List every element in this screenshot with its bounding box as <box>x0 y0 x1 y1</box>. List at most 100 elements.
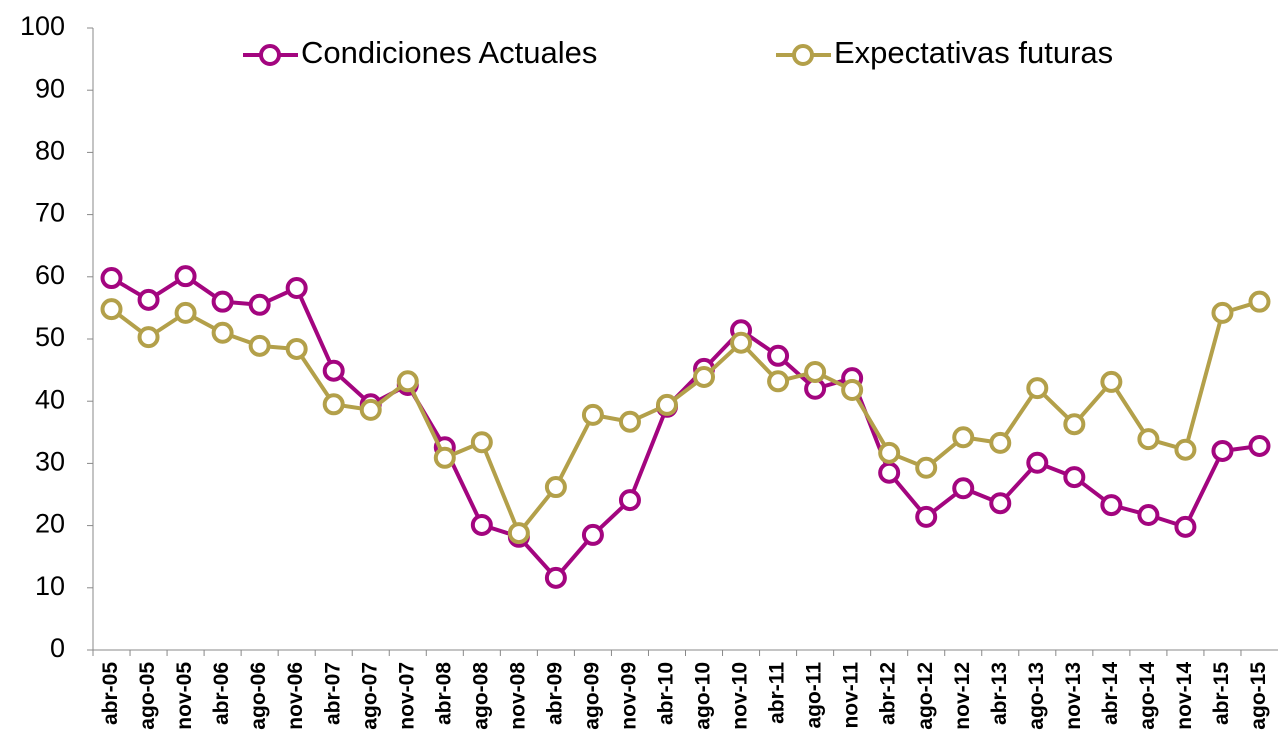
point <box>544 476 567 499</box>
point <box>618 410 641 433</box>
point <box>581 403 604 426</box>
y-tick-label: 70 <box>35 198 65 228</box>
point <box>1063 466 1086 489</box>
x-tick-label: ago-15 <box>1247 662 1270 730</box>
x-tick-label: nov-05 <box>173 662 196 730</box>
point <box>1100 494 1123 517</box>
y-tick-label: 50 <box>35 322 65 352</box>
y-tick-label: 80 <box>35 136 65 166</box>
x-tick-label: abr-07 <box>321 662 344 725</box>
point <box>618 489 641 512</box>
x-tick-label: ago-10 <box>692 662 715 730</box>
point <box>1174 438 1197 461</box>
x-tick-label: abr-10 <box>655 662 678 725</box>
x-tick-label: abr-09 <box>543 662 566 725</box>
point <box>1100 370 1123 393</box>
x-tick-label: ago-09 <box>580 662 603 730</box>
legend-marker <box>792 44 814 66</box>
point <box>767 344 790 367</box>
x-tick-label: abr-13 <box>988 662 1011 725</box>
series-line <box>110 274 1260 580</box>
point <box>1211 301 1234 324</box>
point <box>100 267 123 290</box>
x-tick-label: nov-10 <box>729 662 752 730</box>
point <box>211 321 234 344</box>
point <box>804 360 827 383</box>
point <box>470 513 493 536</box>
legend-label: Condiciones Actuales <box>301 35 597 70</box>
point <box>1248 434 1271 457</box>
x-tick-label: nov-13 <box>1062 662 1085 730</box>
point <box>248 334 271 357</box>
point <box>952 477 975 500</box>
point <box>655 393 678 416</box>
legend-marker <box>259 44 281 66</box>
point <box>322 393 345 416</box>
point <box>915 505 938 528</box>
legend-label: Expectativas futuras <box>834 35 1113 70</box>
point <box>285 276 308 299</box>
point <box>989 492 1012 515</box>
point <box>1211 439 1234 462</box>
point <box>507 522 530 545</box>
x-tick-label: nov-06 <box>284 662 307 730</box>
point <box>1248 290 1271 313</box>
y-tick-label: 30 <box>35 447 65 477</box>
point <box>952 426 975 449</box>
point <box>248 293 271 316</box>
series-line <box>110 299 1261 536</box>
point <box>174 265 197 288</box>
x-tick-label: nov-08 <box>506 662 529 730</box>
x-tick-label: nov-09 <box>618 662 641 730</box>
point <box>989 431 1012 454</box>
point <box>767 370 790 393</box>
x-tick-label: nov-11 <box>840 662 863 729</box>
point <box>730 331 753 354</box>
x-tick-label: nov-07 <box>395 662 418 730</box>
point <box>285 337 308 360</box>
point <box>693 365 716 388</box>
x-tick-label: ago-11 <box>803 662 826 729</box>
x-tick-label: abr-11 <box>766 662 789 724</box>
x-tick-label: ago-12 <box>914 662 937 730</box>
y-tick-label: 0 <box>50 633 65 663</box>
x-tick-label: ago-07 <box>358 662 381 730</box>
x-tick-label: abr-14 <box>1099 662 1122 725</box>
point <box>1137 428 1160 451</box>
x-tick-label: abr-05 <box>99 662 122 725</box>
point <box>1063 413 1086 436</box>
point <box>359 398 382 421</box>
x-tick-label: nov-14 <box>1173 662 1196 730</box>
point <box>100 298 123 321</box>
point <box>878 461 901 484</box>
point <box>137 326 160 349</box>
y-tick-label: 20 <box>35 509 65 539</box>
y-tick-label: 100 <box>20 11 65 41</box>
point <box>544 566 567 589</box>
x-tick-label: ago-05 <box>136 662 159 730</box>
point <box>915 456 938 479</box>
point <box>322 359 345 382</box>
x-tick-label: ago-13 <box>1025 662 1048 730</box>
x-tick-label: ago-14 <box>1136 662 1159 730</box>
point <box>1174 515 1197 538</box>
point <box>174 301 197 324</box>
point <box>137 288 160 311</box>
x-tick-label: ago-06 <box>247 662 270 730</box>
point <box>433 446 456 469</box>
point <box>1137 504 1160 527</box>
y-tick-label: 60 <box>35 260 65 290</box>
x-tick-label: ago-08 <box>469 662 492 730</box>
point <box>581 523 604 546</box>
point <box>1026 451 1049 474</box>
y-tick-label: 10 <box>35 571 65 601</box>
y-tick-label: 40 <box>35 384 65 414</box>
point <box>841 379 864 402</box>
point <box>396 370 419 393</box>
x-tick-label: abr-15 <box>1210 662 1233 725</box>
x-tick-label: nov-12 <box>951 662 974 730</box>
point <box>1026 377 1049 400</box>
x-tick-label: abr-12 <box>877 662 900 725</box>
y-tick-label: 90 <box>35 73 65 103</box>
